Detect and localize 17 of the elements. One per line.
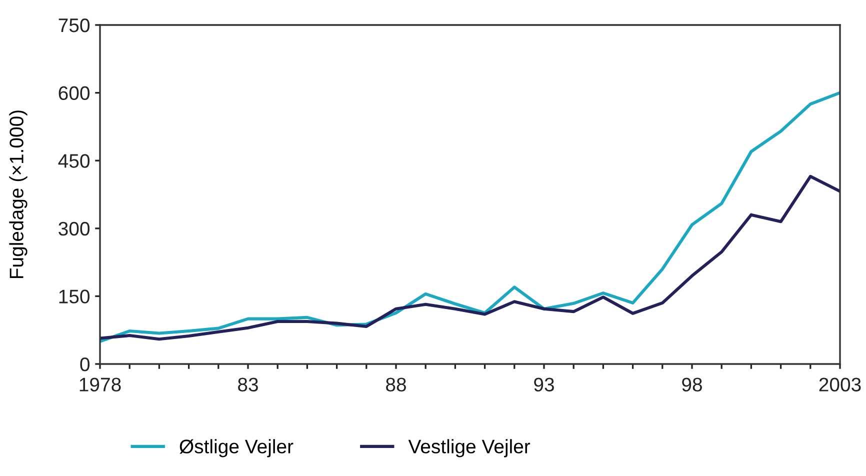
y-tick-label: 300	[58, 222, 90, 236]
x-tick-label: 1978	[80, 378, 121, 392]
x-tick-label: 93	[534, 378, 554, 392]
legend-label: Vestlige Vejler	[408, 439, 530, 458]
x-tick-label: 88	[386, 378, 406, 392]
y-tick-label: 600	[58, 86, 90, 100]
x-tick-label: 98	[682, 378, 702, 392]
legend-label: Østlige Vejler	[180, 439, 294, 458]
x-tick-label: 83	[238, 378, 258, 392]
x-tick-label: 2003	[819, 378, 861, 392]
y-axis-title: Fugledage (×1.000)	[9, 110, 28, 278]
y-tick-label: 750	[58, 18, 90, 32]
y-tick-label: 150	[59, 290, 90, 304]
line-series	[100, 91, 840, 343]
y-tick-label: 450	[58, 154, 90, 168]
y-tick-label: 0	[80, 357, 90, 372]
line-series	[100, 174, 840, 341]
